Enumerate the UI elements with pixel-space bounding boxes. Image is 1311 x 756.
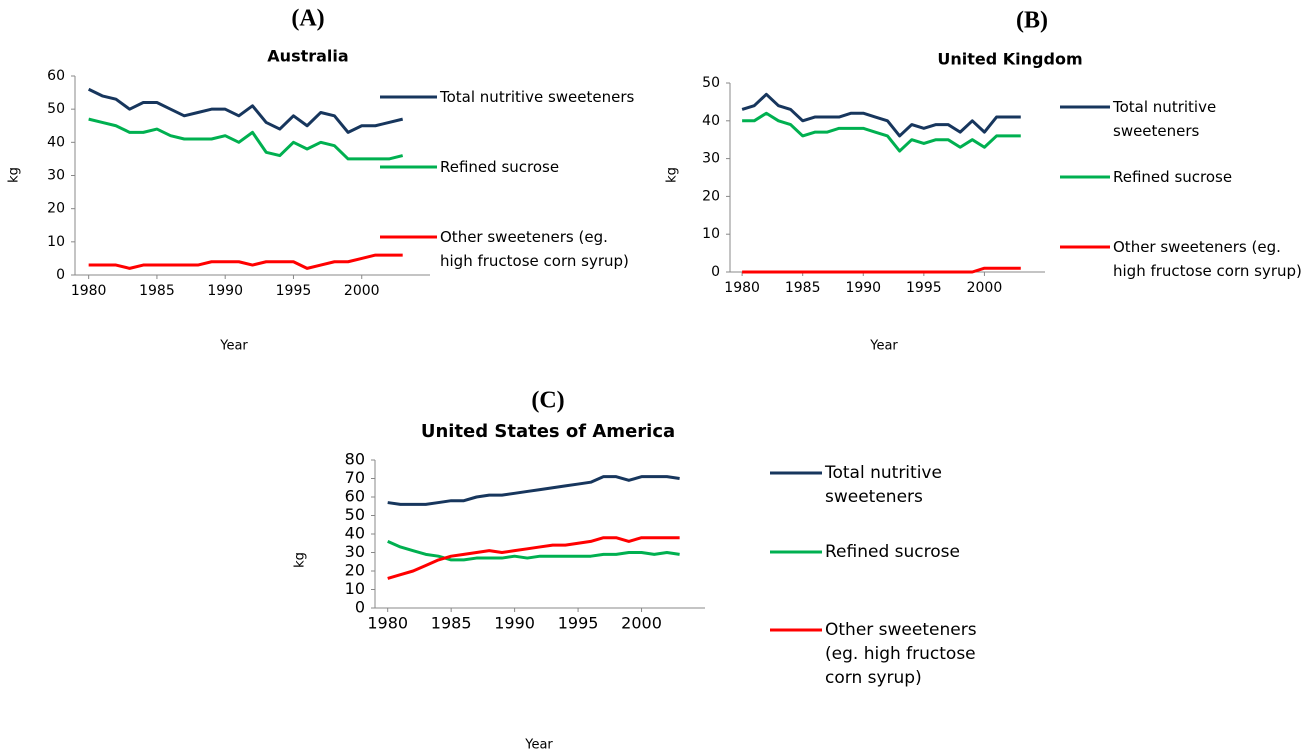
y-tick-label: 20 [702,188,720,204]
x-axis-label: Year [524,738,553,753]
x-tick-label: 1990 [845,280,881,296]
x-tick-label: 1990 [207,283,243,299]
legend-label: Total nutritive sweeteners [825,463,942,507]
x-tick-label: 1980 [724,280,760,296]
y-tick-label: 40 [345,524,365,543]
x-tick-label: 1995 [276,283,312,299]
x-tick-label: 1995 [906,280,942,296]
y-tick-label: 30 [47,168,65,184]
legend-label: Refined sucrose [1113,168,1233,186]
y-tick-label: 0 [56,267,65,283]
y-tick-label: 0 [355,598,365,617]
y-tick-label: 80 [345,450,365,469]
legend-label: Refined sucrose [825,542,960,562]
y-tick-label: 10 [47,234,65,250]
legend-label: Other sweeteners (eg. high fructose corn… [825,620,977,688]
legend-label: Other sweeteners (eg. high fructose corn… [440,228,629,270]
series-line [387,475,680,506]
y-tick-label: 30 [702,151,720,167]
x-axis-label: Year [869,339,898,354]
x-tick-label: 1985 [139,283,175,299]
legend-label: Total nutritive sweeteners [440,88,635,106]
panel-label: (A) [291,6,324,32]
series-line [742,111,1021,153]
y-tick-label: 10 [702,226,720,242]
y-axis-label: kg [293,552,308,568]
y-tick-label: 40 [47,134,65,150]
x-tick-label: 2000 [344,283,380,299]
y-tick-label: 50 [702,75,720,91]
legend-label: Refined sucrose [440,158,560,176]
x-tick-label: 1985 [785,280,821,296]
chart-title: Australia [267,47,348,66]
y-tick-label: 40 [702,113,720,129]
y-tick-label: 20 [345,561,365,580]
series-line [88,117,404,161]
chart-title: United States of America [421,421,675,442]
series-line [387,540,680,562]
y-tick-label: 50 [47,101,65,117]
y-tick-label: 30 [345,542,365,561]
y-tick-label: 70 [345,468,365,487]
panel-label: (C) [531,388,564,414]
y-tick-label: 60 [47,68,65,84]
y-axis-label: kg [665,167,680,183]
y-tick-label: 10 [345,579,365,598]
x-tick-label: 1985 [431,614,472,633]
x-tick-label: 2000 [621,614,662,633]
panel-label: (B) [1016,8,1048,34]
legend-label: Other sweeteners (eg. high fructose corn… [1113,238,1302,280]
y-tick-label: 20 [47,201,65,217]
series-line [88,253,403,270]
x-tick-label: 1980 [367,614,408,633]
x-tick-label: 1995 [558,614,599,633]
series-line [387,536,680,580]
x-axis-label: Year [219,339,248,354]
series-line [742,266,1021,274]
x-tick-label: 2000 [967,280,1003,296]
series-line [741,92,1021,138]
series-line [87,87,404,134]
y-tick-label: 50 [345,505,365,524]
x-tick-label: 1980 [71,283,107,299]
chart-title: United Kingdom [937,50,1082,69]
x-tick-label: 1990 [494,614,535,633]
y-tick-label: 60 [345,487,365,506]
legend-label: Total nutritive sweeteners [1113,98,1217,140]
y-tick-label: 0 [711,264,720,280]
y-axis-label: kg [7,167,22,183]
